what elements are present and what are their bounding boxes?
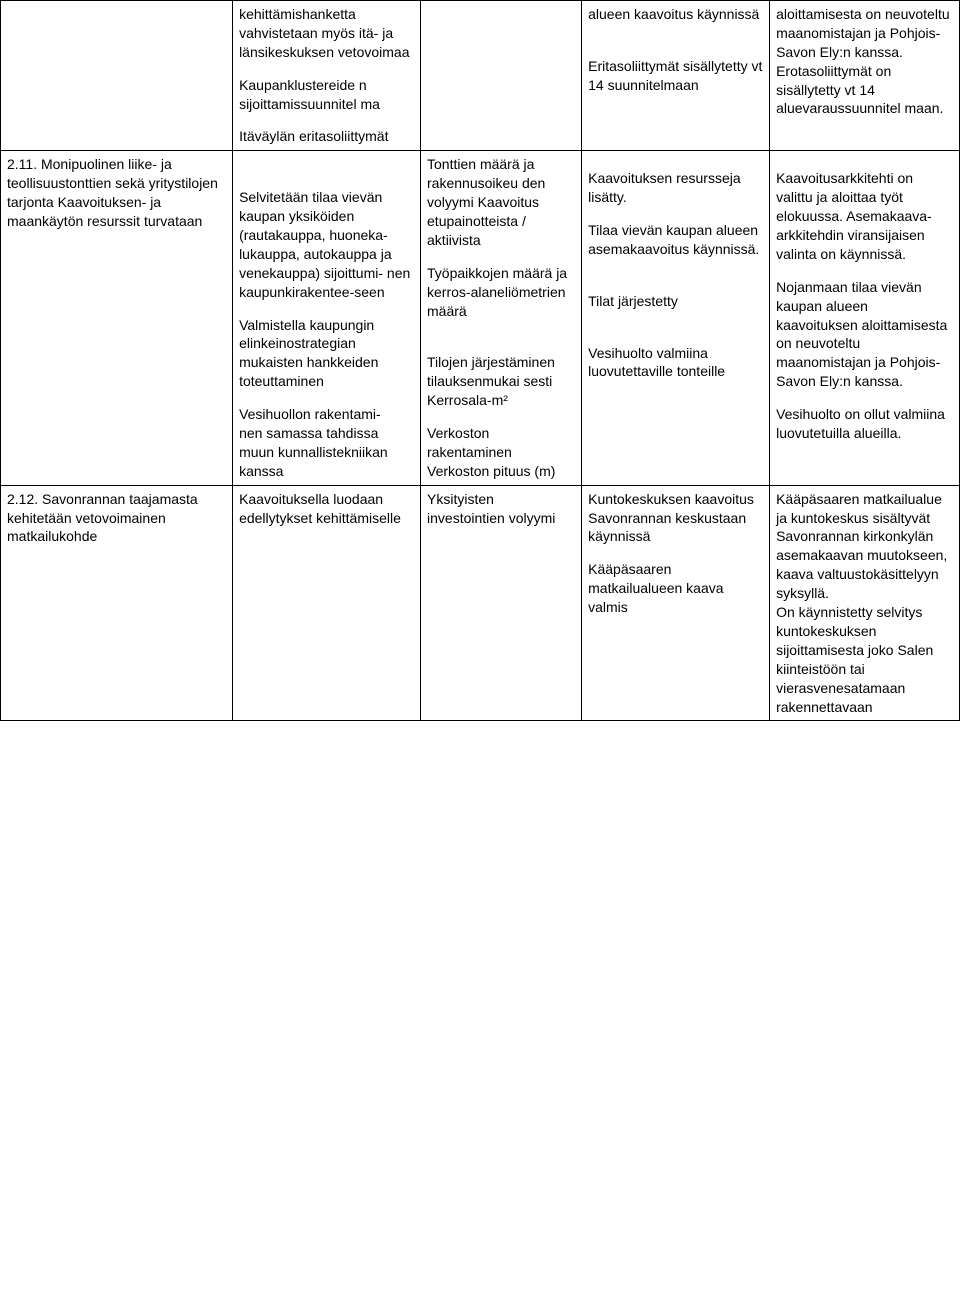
cell: aloittamisesta on neuvoteltu maanomistaj… — [770, 1, 960, 151]
cell: 2.12. Savonrannan taajamasta kehitetään … — [1, 485, 233, 721]
table-row: kehittämishanketta vahvistetaan myös itä… — [1, 1, 960, 151]
cell — [1, 1, 233, 151]
cell: 2.11. Monipuolinen liike- ja teollisuust… — [1, 151, 233, 485]
cell: Kaavoitusarkkitehti on valittu ja aloitt… — [770, 151, 960, 485]
cell: Kääpäsaaren matkailualue ja kuntokeskus … — [770, 485, 960, 721]
table-row: 2.11. Monipuolinen liike- ja teollisuust… — [1, 151, 960, 485]
document-table: kehittämishanketta vahvistetaan myös itä… — [0, 0, 960, 721]
cell — [421, 1, 582, 151]
cell: Kaavoituksella luodaan edellytykset kehi… — [233, 485, 421, 721]
cell: Kuntokeskuksen kaavoitus Savonrannan kes… — [582, 485, 770, 721]
cell: Tonttien määrä ja rakennusoikeu den voly… — [421, 151, 582, 485]
table-body: kehittämishanketta vahvistetaan myös itä… — [1, 1, 960, 721]
cell: Yksityisten investointien volyymi — [421, 485, 582, 721]
cell: kehittämishanketta vahvistetaan myös itä… — [233, 1, 421, 151]
table-row: 2.12. Savonrannan taajamasta kehitetään … — [1, 485, 960, 721]
cell: alueen kaavoitus käynnissäEritasoliittym… — [582, 1, 770, 151]
cell: Selvitetään tilaa vievän kaupan yksiköid… — [233, 151, 421, 485]
cell: Kaavoituksen resursseja lisätty.Tilaa vi… — [582, 151, 770, 485]
